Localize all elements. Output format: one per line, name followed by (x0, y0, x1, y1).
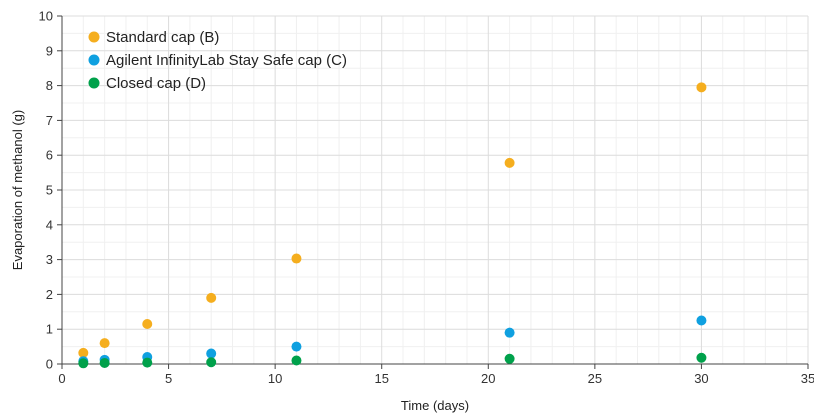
data-point-series-2 (504, 327, 515, 338)
data-point-series-1 (99, 338, 110, 349)
data-point-series-3 (142, 357, 153, 368)
x-axis-ticks: 0 5 10 15 20 25 30 35 (58, 364, 814, 386)
y-tick-label: 10 (39, 9, 53, 24)
y-tick-label: 1 (46, 322, 53, 337)
legend-marker (88, 31, 100, 43)
data-point-series-1 (78, 347, 89, 358)
y-axis-ticks: 0 1 2 3 4 5 6 7 8 9 10 (39, 9, 62, 372)
data-point-series-3 (504, 353, 515, 364)
data-point-series-3 (291, 355, 302, 366)
x-tick-label: 20 (481, 371, 495, 386)
y-tick-label: 4 (46, 217, 53, 232)
y-tick-label: 7 (46, 113, 53, 128)
y-tick-label: 2 (46, 287, 53, 302)
y-tick-label: 8 (46, 78, 53, 93)
legend-marker (88, 77, 100, 89)
data-point-series-1 (291, 253, 302, 264)
major-gridlines (62, 15, 809, 364)
x-tick-label: 35 (801, 371, 814, 386)
data-point-series-2 (291, 341, 302, 352)
data-point-series-1 (696, 82, 707, 93)
x-tick-label: 5 (165, 371, 172, 386)
y-tick-label: 3 (46, 252, 53, 267)
legend-label: Agilent InfinityLab Stay Safe cap (C) (106, 52, 347, 69)
data-point-series-3 (206, 357, 217, 368)
data-point-series-2 (206, 348, 217, 359)
x-tick-label: 0 (58, 371, 65, 386)
x-axis-title: Time (days) (401, 398, 469, 413)
data-points (78, 82, 707, 369)
y-axis-title: Evaporation of methanol (g) (10, 110, 25, 270)
legend-label: Standard cap (B) (106, 29, 219, 46)
data-point-series-1 (206, 292, 217, 303)
data-point-series-2 (696, 315, 707, 326)
y-tick-label: 5 (46, 183, 53, 198)
data-point-series-3 (99, 357, 110, 368)
y-tick-label: 9 (46, 43, 53, 58)
x-tick-label: 10 (268, 371, 282, 386)
x-tick-label: 15 (374, 371, 388, 386)
legend-label: Closed cap (D) (106, 75, 206, 92)
data-point-series-1 (142, 318, 153, 329)
data-point-series-3 (696, 352, 707, 363)
y-tick-label: 6 (46, 148, 53, 163)
data-point-series-3 (78, 358, 89, 369)
data-point-series-1 (504, 157, 515, 168)
x-tick-label: 30 (694, 371, 708, 386)
legend-marker (88, 54, 100, 66)
x-tick-label: 25 (588, 371, 602, 386)
y-tick-label: 0 (46, 357, 53, 372)
legend: Standard cap (B) Agilent InfinityLab Stay… (88, 29, 347, 92)
